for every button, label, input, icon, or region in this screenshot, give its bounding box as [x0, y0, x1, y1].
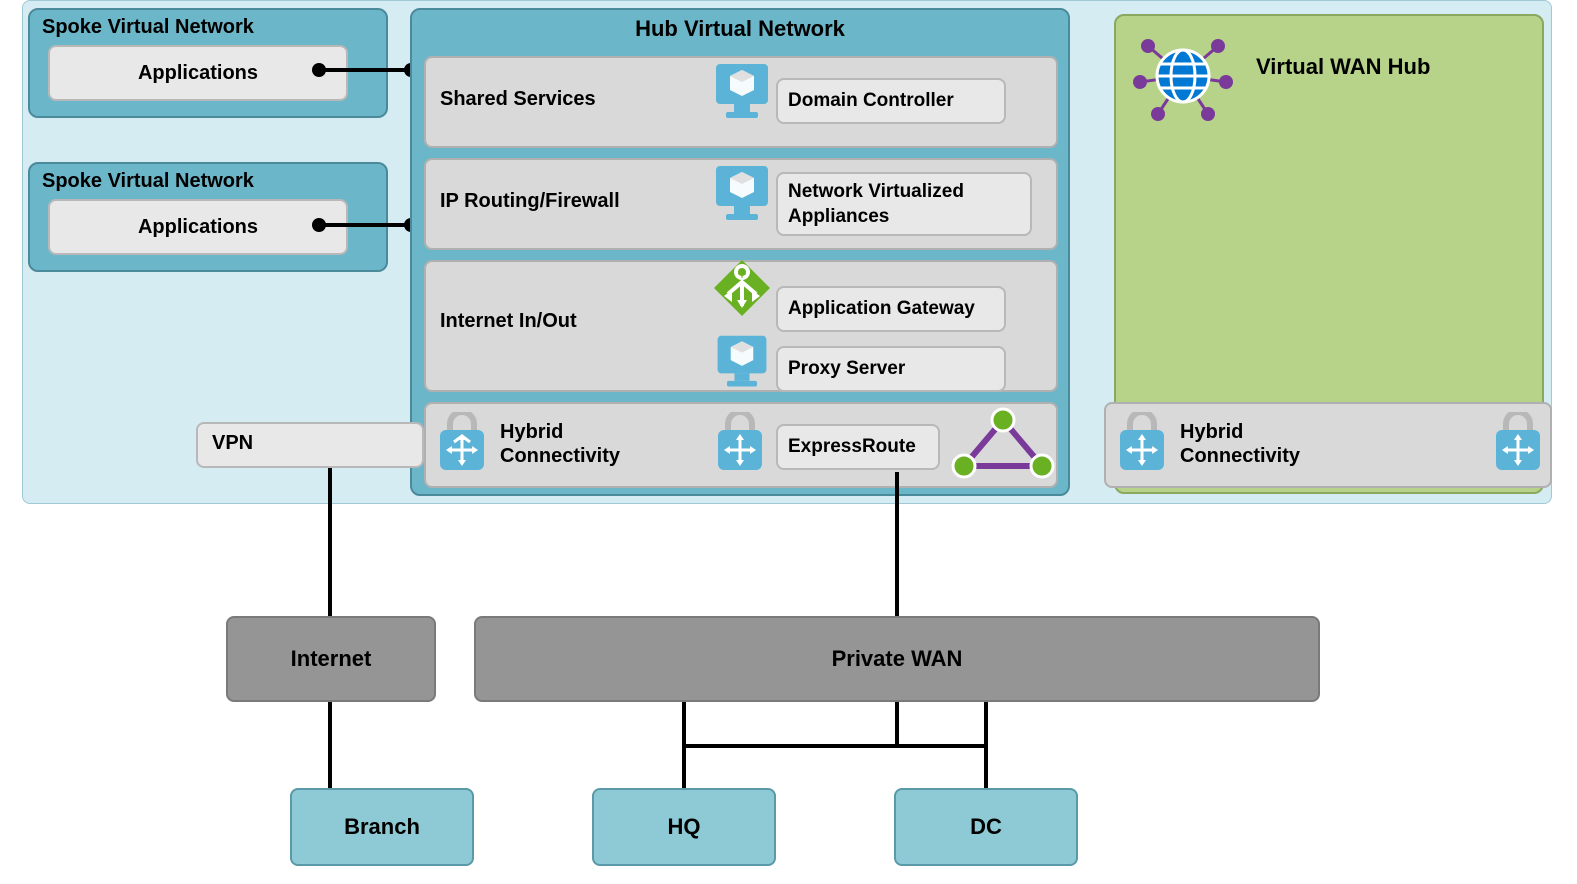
spoke-network-2: Spoke Virtual Network Applications	[28, 162, 388, 272]
globe-network-icon	[1128, 26, 1238, 126]
vwan-title: Virtual WAN Hub	[1256, 54, 1430, 80]
hub-title: Hub Virtual Network	[412, 10, 1068, 42]
spoke1-apps: Applications	[48, 45, 348, 101]
connector-line-2	[320, 223, 410, 227]
app-gateway-box: Application Gateway	[776, 286, 1006, 332]
connector-er-wan	[895, 472, 899, 616]
lock-arrows-icon-4	[1490, 412, 1546, 476]
domain-controller-box: Domain Controller	[776, 78, 1006, 124]
vpn-box: VPN	[196, 422, 424, 468]
spoke2-apps-label: Applications	[138, 216, 258, 239]
internet-box: Internet	[226, 616, 436, 702]
monitor-cube-icon-3	[712, 332, 772, 394]
spoke1-apps-label: Applications	[138, 62, 258, 85]
dc-label: DC	[970, 814, 1002, 840]
domain-controller-label: Domain Controller	[778, 80, 1004, 122]
connector-internet-branch	[328, 702, 332, 788]
hybrid-connectivity-label: Hybrid Connectivity	[500, 420, 640, 468]
lock-arrows-icon-3	[1114, 412, 1170, 476]
spoke1-title: Spoke Virtual Network	[42, 16, 374, 39]
proxy-server-label: Proxy Server	[778, 348, 1004, 390]
private-wan-label: Private WAN	[832, 646, 963, 672]
nva-box: Network Virtualized Appliances	[776, 172, 1032, 236]
internet-label: Internet	[291, 646, 372, 672]
diamond-arrows-icon	[710, 256, 774, 320]
lock-arrows-icon-2	[712, 412, 768, 476]
spoke-network-1: Spoke Virtual Network Applications	[28, 8, 388, 118]
dc-box: DC	[894, 788, 1078, 866]
expressroute-box: ExpressRoute	[776, 424, 940, 470]
private-wan-box: Private WAN	[474, 616, 1320, 702]
spoke2-title: Spoke Virtual Network	[42, 170, 374, 193]
connector-wan-3way	[474, 702, 1320, 792]
lock-arrows-icon-1	[434, 412, 490, 476]
branch-label: Branch	[344, 814, 420, 840]
vwan-hybrid-row	[1104, 402, 1552, 488]
triangle-icon	[948, 404, 1058, 484]
vwan-hybrid-label: Hybrid Connectivity	[1180, 420, 1320, 468]
app-gateway-label: Application Gateway	[778, 288, 1004, 330]
connector-line-1	[320, 68, 410, 72]
hq-label: HQ	[668, 814, 701, 840]
diagram-canvas: Spoke Virtual Network Applications Spoke…	[0, 0, 1577, 884]
spoke2-apps: Applications	[48, 199, 348, 255]
connector-vpn-internet	[328, 468, 332, 616]
monitor-cube-icon-2	[712, 162, 772, 228]
branch-box: Branch	[290, 788, 474, 866]
expressroute-label: ExpressRoute	[778, 426, 938, 468]
nva-label: Network Virtualized Appliances	[778, 174, 1030, 235]
hq-box: HQ	[592, 788, 776, 866]
proxy-server-box: Proxy Server	[776, 346, 1006, 392]
vpn-label: VPN	[198, 424, 422, 455]
monitor-cube-icon	[712, 60, 772, 126]
